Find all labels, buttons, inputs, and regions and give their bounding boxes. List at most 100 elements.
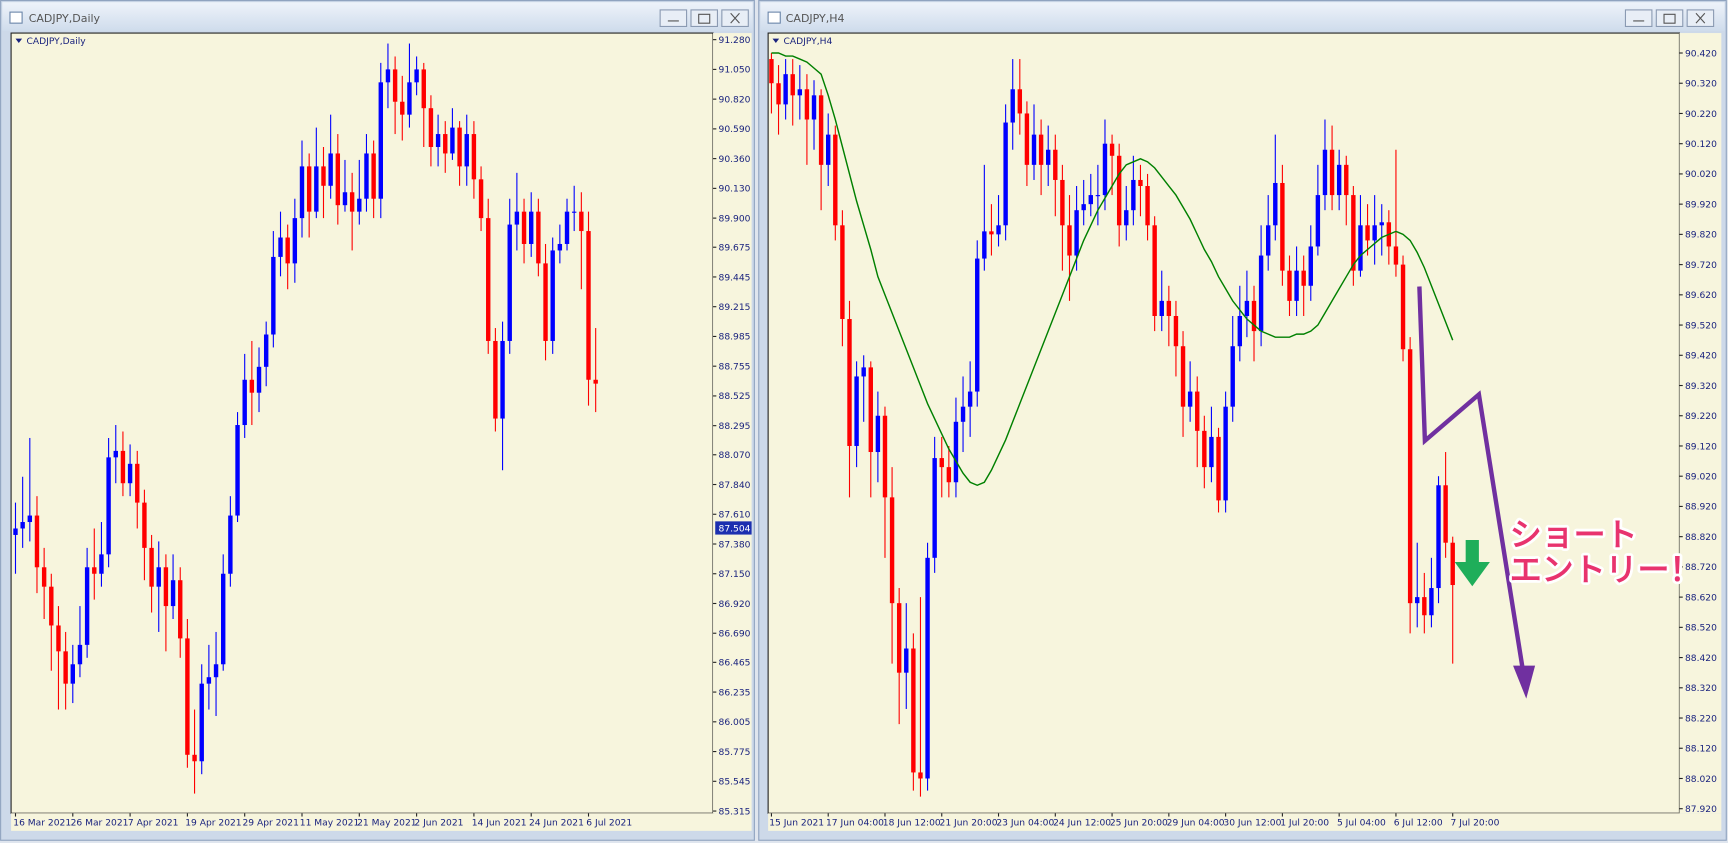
candle-body (1244, 300, 1250, 316)
bid-price-label: 87.504 (719, 524, 751, 534)
candle-body (1024, 113, 1030, 165)
window-buttons-icons (1633, 12, 1706, 24)
candle-body (1074, 210, 1079, 256)
y-tick-label: 90.590 (719, 125, 751, 135)
candle-body (982, 231, 987, 259)
y-tick-label: 89.445 (719, 273, 751, 283)
candle-body (875, 415, 881, 453)
candle-body (889, 497, 895, 604)
candle-body (1116, 155, 1122, 226)
candle-body (428, 108, 434, 147)
label-triangle (15, 38, 23, 43)
x-tick-label: 14 Jun 2021 (472, 818, 527, 828)
x-tick-label: 21 Jun 20:00 (940, 818, 998, 828)
candle-body (783, 74, 788, 105)
candle-body (1379, 222, 1384, 226)
y-tick-label: 89.320 (1685, 382, 1717, 392)
x-tick-label: 2 Jun 2021 (414, 818, 463, 828)
y-tick-label: 90.420 (1685, 49, 1717, 59)
candle-body (106, 457, 111, 555)
candle-body (868, 367, 873, 453)
maximize-button[interactable] (690, 9, 718, 27)
candle-body (13, 528, 18, 535)
bid-price-box (715, 521, 752, 535)
candle-body (1053, 149, 1058, 180)
minimize-button[interactable] (1624, 9, 1653, 27)
y-tick-label: 88.070 (719, 451, 751, 461)
candle-body (92, 567, 97, 574)
y-tick-label: 91.050 (719, 66, 751, 76)
candle-body (486, 218, 491, 341)
candle-body (1067, 225, 1072, 256)
down-arrow (1454, 539, 1490, 587)
candle-body (840, 225, 845, 320)
candle-body (443, 134, 448, 154)
candle-body (854, 376, 859, 446)
candle-body (156, 567, 161, 587)
x-tick-label: 16 Mar 2021 (13, 818, 71, 828)
candle-body (818, 95, 824, 165)
candle-body (1095, 195, 1101, 197)
candle-body (400, 101, 405, 115)
minimize-button[interactable] (659, 9, 688, 27)
candle-body (493, 340, 498, 419)
candle-body (550, 250, 555, 341)
candle-body (1400, 264, 1406, 350)
y-tick-label: 89.900 (719, 214, 751, 224)
candle-body (364, 153, 369, 199)
x-tick-label: 29 Apr 2021 (242, 818, 298, 828)
candle-body (378, 82, 383, 199)
candle-body (1195, 391, 1200, 431)
y-tick-label: 89.920 (1685, 200, 1717, 210)
window-icon (767, 11, 781, 24)
candle-body (932, 458, 937, 558)
candle-body (1109, 143, 1115, 156)
candle-body (536, 211, 541, 264)
annotation: エントリー！ (1510, 551, 1702, 589)
candle-body (1223, 406, 1228, 501)
candle-body (1280, 182, 1285, 271)
candle-body (861, 367, 866, 377)
candle-body (911, 648, 916, 773)
candle-body (206, 677, 212, 684)
y-tick-label: 85.545 (719, 778, 751, 788)
candle-body (70, 664, 75, 684)
candle-body (1365, 225, 1370, 241)
candle-body (242, 379, 247, 426)
y-tick-label: 88.220 (1685, 714, 1717, 724)
candle-body (1187, 391, 1193, 407)
y-tick-label: 88.820 (1685, 533, 1717, 543)
candle-body (953, 421, 959, 483)
y-tick-label: 85.315 (719, 807, 751, 817)
candle-body (1003, 122, 1008, 226)
x-tick-label: 29 Jun 04:00 (1167, 818, 1225, 828)
purple-arrow (1417, 286, 1527, 679)
y-tick-label: 86.465 (719, 659, 751, 669)
candle-body (1159, 300, 1164, 316)
candle-body (450, 127, 455, 154)
y-tick-label: 88.525 (719, 392, 751, 402)
candle-body (1145, 186, 1150, 226)
candle-body (1237, 315, 1243, 347)
y-tick-label: 88.520 (1685, 624, 1717, 634)
time-axis-area (11, 813, 752, 831)
candle-body (1081, 204, 1086, 211)
candle-body (256, 366, 262, 393)
candle-body (371, 153, 376, 199)
y-tick-label: 89.220 (1685, 412, 1717, 422)
candle-body (571, 211, 577, 213)
y-tick-label: 89.215 (719, 303, 751, 313)
chart-label: CADJPY,Daily (27, 37, 87, 47)
candle-body (826, 134, 831, 165)
y-tick-label: 88.120 (1685, 745, 1717, 755)
candle-body (1294, 270, 1299, 301)
y-tick-label: 86.005 (719, 718, 751, 728)
maximize-button[interactable] (1655, 9, 1684, 27)
candle-body (1202, 430, 1207, 468)
candle-body (1216, 436, 1221, 501)
y-tick-label: 91.280 (719, 36, 751, 46)
candle-body (1329, 149, 1335, 196)
candle-body (847, 319, 852, 446)
x-tick-label: 30 Jun 12:00 (1223, 818, 1281, 828)
